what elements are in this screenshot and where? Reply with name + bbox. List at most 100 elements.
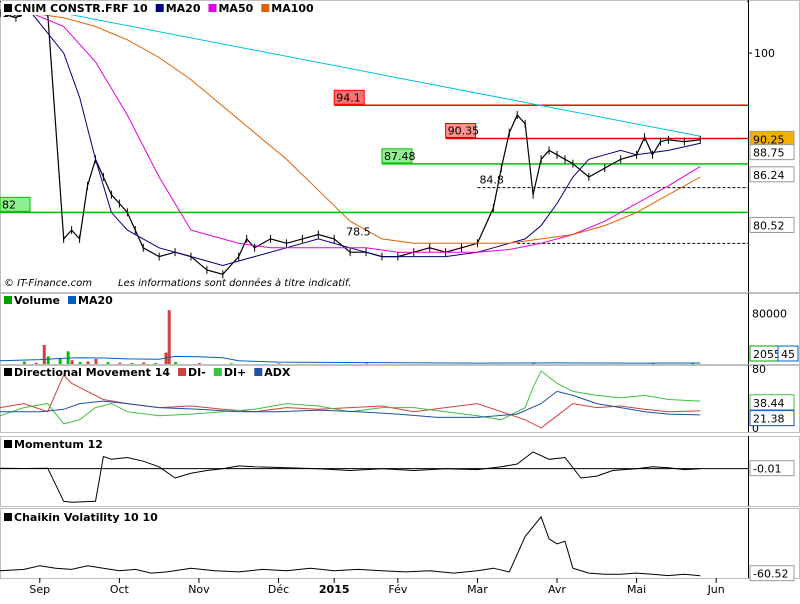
chaikin-line (0, 515, 701, 577)
x-tick-label-6: Mar (467, 583, 488, 596)
dmi-legend-label-0: Directional Movement 14 (14, 366, 170, 379)
price-value-label-3-box (749, 216, 795, 233)
x-tick-label-8: Mai (627, 583, 646, 596)
volume-bar-13 (142, 362, 146, 364)
volume-legend-label-0: Volume (14, 294, 60, 307)
price-legend-swatch-2 (208, 4, 217, 12)
price-value-label-1: 88.75 (753, 147, 785, 160)
dmi-legend-swatch-2 (213, 368, 222, 376)
volume-bar-20 (277, 363, 281, 364)
price-value-label-2: 86.24 (753, 169, 785, 182)
volume-bar-0 (22, 361, 26, 364)
panel-frame-1 (0, 293, 800, 365)
dmi-value-label-0-box (749, 394, 795, 411)
price-value-label-0: 90.25 (753, 133, 785, 146)
hline-label-bg-5 (0, 196, 31, 212)
volume-bar-1 (34, 362, 38, 364)
x-tick-label-5: Fév (388, 583, 407, 596)
volume-bar-19 (229, 363, 233, 364)
volume-bar-7 (78, 362, 82, 364)
momentum-legend-swatch-0 (4, 440, 12, 448)
volume-value-label-0: 2055 (753, 348, 781, 361)
volume-bar-16 (167, 310, 171, 364)
volume-ma-line (0, 355, 701, 364)
hline-label-1: 94.1 (336, 91, 361, 104)
price-legend-swatch-3 (261, 4, 270, 12)
volume-bar-6 (70, 360, 74, 364)
hline-label-bg-3 (381, 148, 413, 164)
copyright-text: © IT-Finance.com (4, 278, 92, 289)
price-value-label-3: 80.52 (753, 219, 785, 232)
trendline (63, 12, 701, 137)
price-legend-bg (1, 1, 747, 15)
price-legend-swatch-0 (4, 4, 12, 12)
momentum-value-label-box (749, 460, 795, 477)
chaikin-legend-swatch-0 (4, 513, 12, 521)
price-series-ma100 (0, 12, 701, 244)
panel-frame-3 (0, 436, 800, 507)
volume-bar-17 (174, 362, 178, 364)
price-legend-label-0: CNIM CONSTR.FRF 10 (14, 2, 148, 15)
hline-label-3: 87.48 (384, 150, 416, 163)
price-series-ma50 (0, 12, 701, 253)
x-tick-label-1: Oct (110, 583, 130, 596)
volume-bar-2 (42, 345, 46, 364)
x-tick-label-9: Jun (707, 583, 725, 596)
chaikin-value-label-box (749, 565, 795, 582)
x-tick-label-4: 2015 (319, 583, 350, 596)
volume-bar-14 (154, 363, 158, 364)
dmi-series-di- (0, 374, 701, 429)
volume-bar-8 (86, 361, 90, 364)
dmi-value-label-0: 38.44 (753, 397, 785, 410)
volume-bar-21 (365, 363, 369, 364)
volume-ytick-label-0: 80000 (752, 307, 787, 320)
chaikin-value-label: -60.52 (753, 568, 788, 581)
dmi-legend-swatch-0 (4, 368, 12, 376)
panel-frame-0 (0, 0, 800, 293)
dmi-series-di- (0, 370, 701, 425)
x-tick-label-3: Déc (268, 583, 289, 596)
volume-legend-swatch-0 (4, 296, 12, 304)
hline-label-5: 82 (2, 198, 16, 211)
dmi-ytick-label-1: 0 (752, 422, 759, 435)
x-tick-label-7: Avr (548, 583, 566, 596)
volume-bar-12 (130, 363, 134, 364)
price-legend-label-3: MA100 (271, 2, 314, 15)
volume-bar-3 (46, 356, 50, 364)
price-value-label-2-box (749, 166, 795, 183)
dmi-legend-swatch-1 (178, 368, 187, 376)
dmi-legend-label-3: ADX (264, 366, 291, 379)
x-tick-label-0: Sep (29, 583, 50, 596)
volume-legend-label-1: MA20 (78, 294, 113, 307)
price-ytick-label-0: 100 (754, 47, 775, 60)
price-value-label-1-box (749, 144, 795, 161)
disclaimer-text: Les informations sont données à titre in… (118, 277, 351, 289)
volume-value-label-1: 45 (781, 348, 795, 361)
dmi-legend-label-2: DI+ (224, 366, 246, 379)
volume-bar-9 (94, 358, 98, 364)
price-legend-label-1: MA20 (166, 2, 201, 15)
x-tick-label-2: Nov (188, 583, 210, 596)
volume-value-label-1-box (777, 345, 799, 362)
momentum-line (0, 451, 701, 503)
dmi-ytick-label-0: 80 (752, 363, 766, 376)
volume-bar-11 (118, 362, 122, 364)
dmi-value-label-1-box (749, 410, 795, 427)
dmi-series-adx (0, 390, 701, 418)
momentum-value-label: -0.01 (753, 463, 781, 476)
chaikin-legend-label-0: Chaikin Volatility 10 10 (14, 511, 158, 524)
volume-bar-18 (197, 363, 201, 364)
volume-legend-swatch-1 (68, 296, 76, 304)
annotation-label: 78.5 (346, 225, 371, 238)
momentum-legend-label-0: Momentum 12 (14, 438, 103, 451)
hline-label-2: 90.35 (448, 124, 480, 137)
dmi-value-label-1: 21.38 (753, 413, 785, 426)
price-legend-label-2: MA50 (218, 2, 253, 15)
volume-bar-4 (58, 358, 62, 364)
dmi-legend-label-1: DI- (188, 366, 206, 379)
hline-label-bg-2 (445, 122, 477, 138)
price-series-cnim-constr-frf-10 (0, 8, 701, 275)
volume-bar-10 (106, 362, 110, 364)
